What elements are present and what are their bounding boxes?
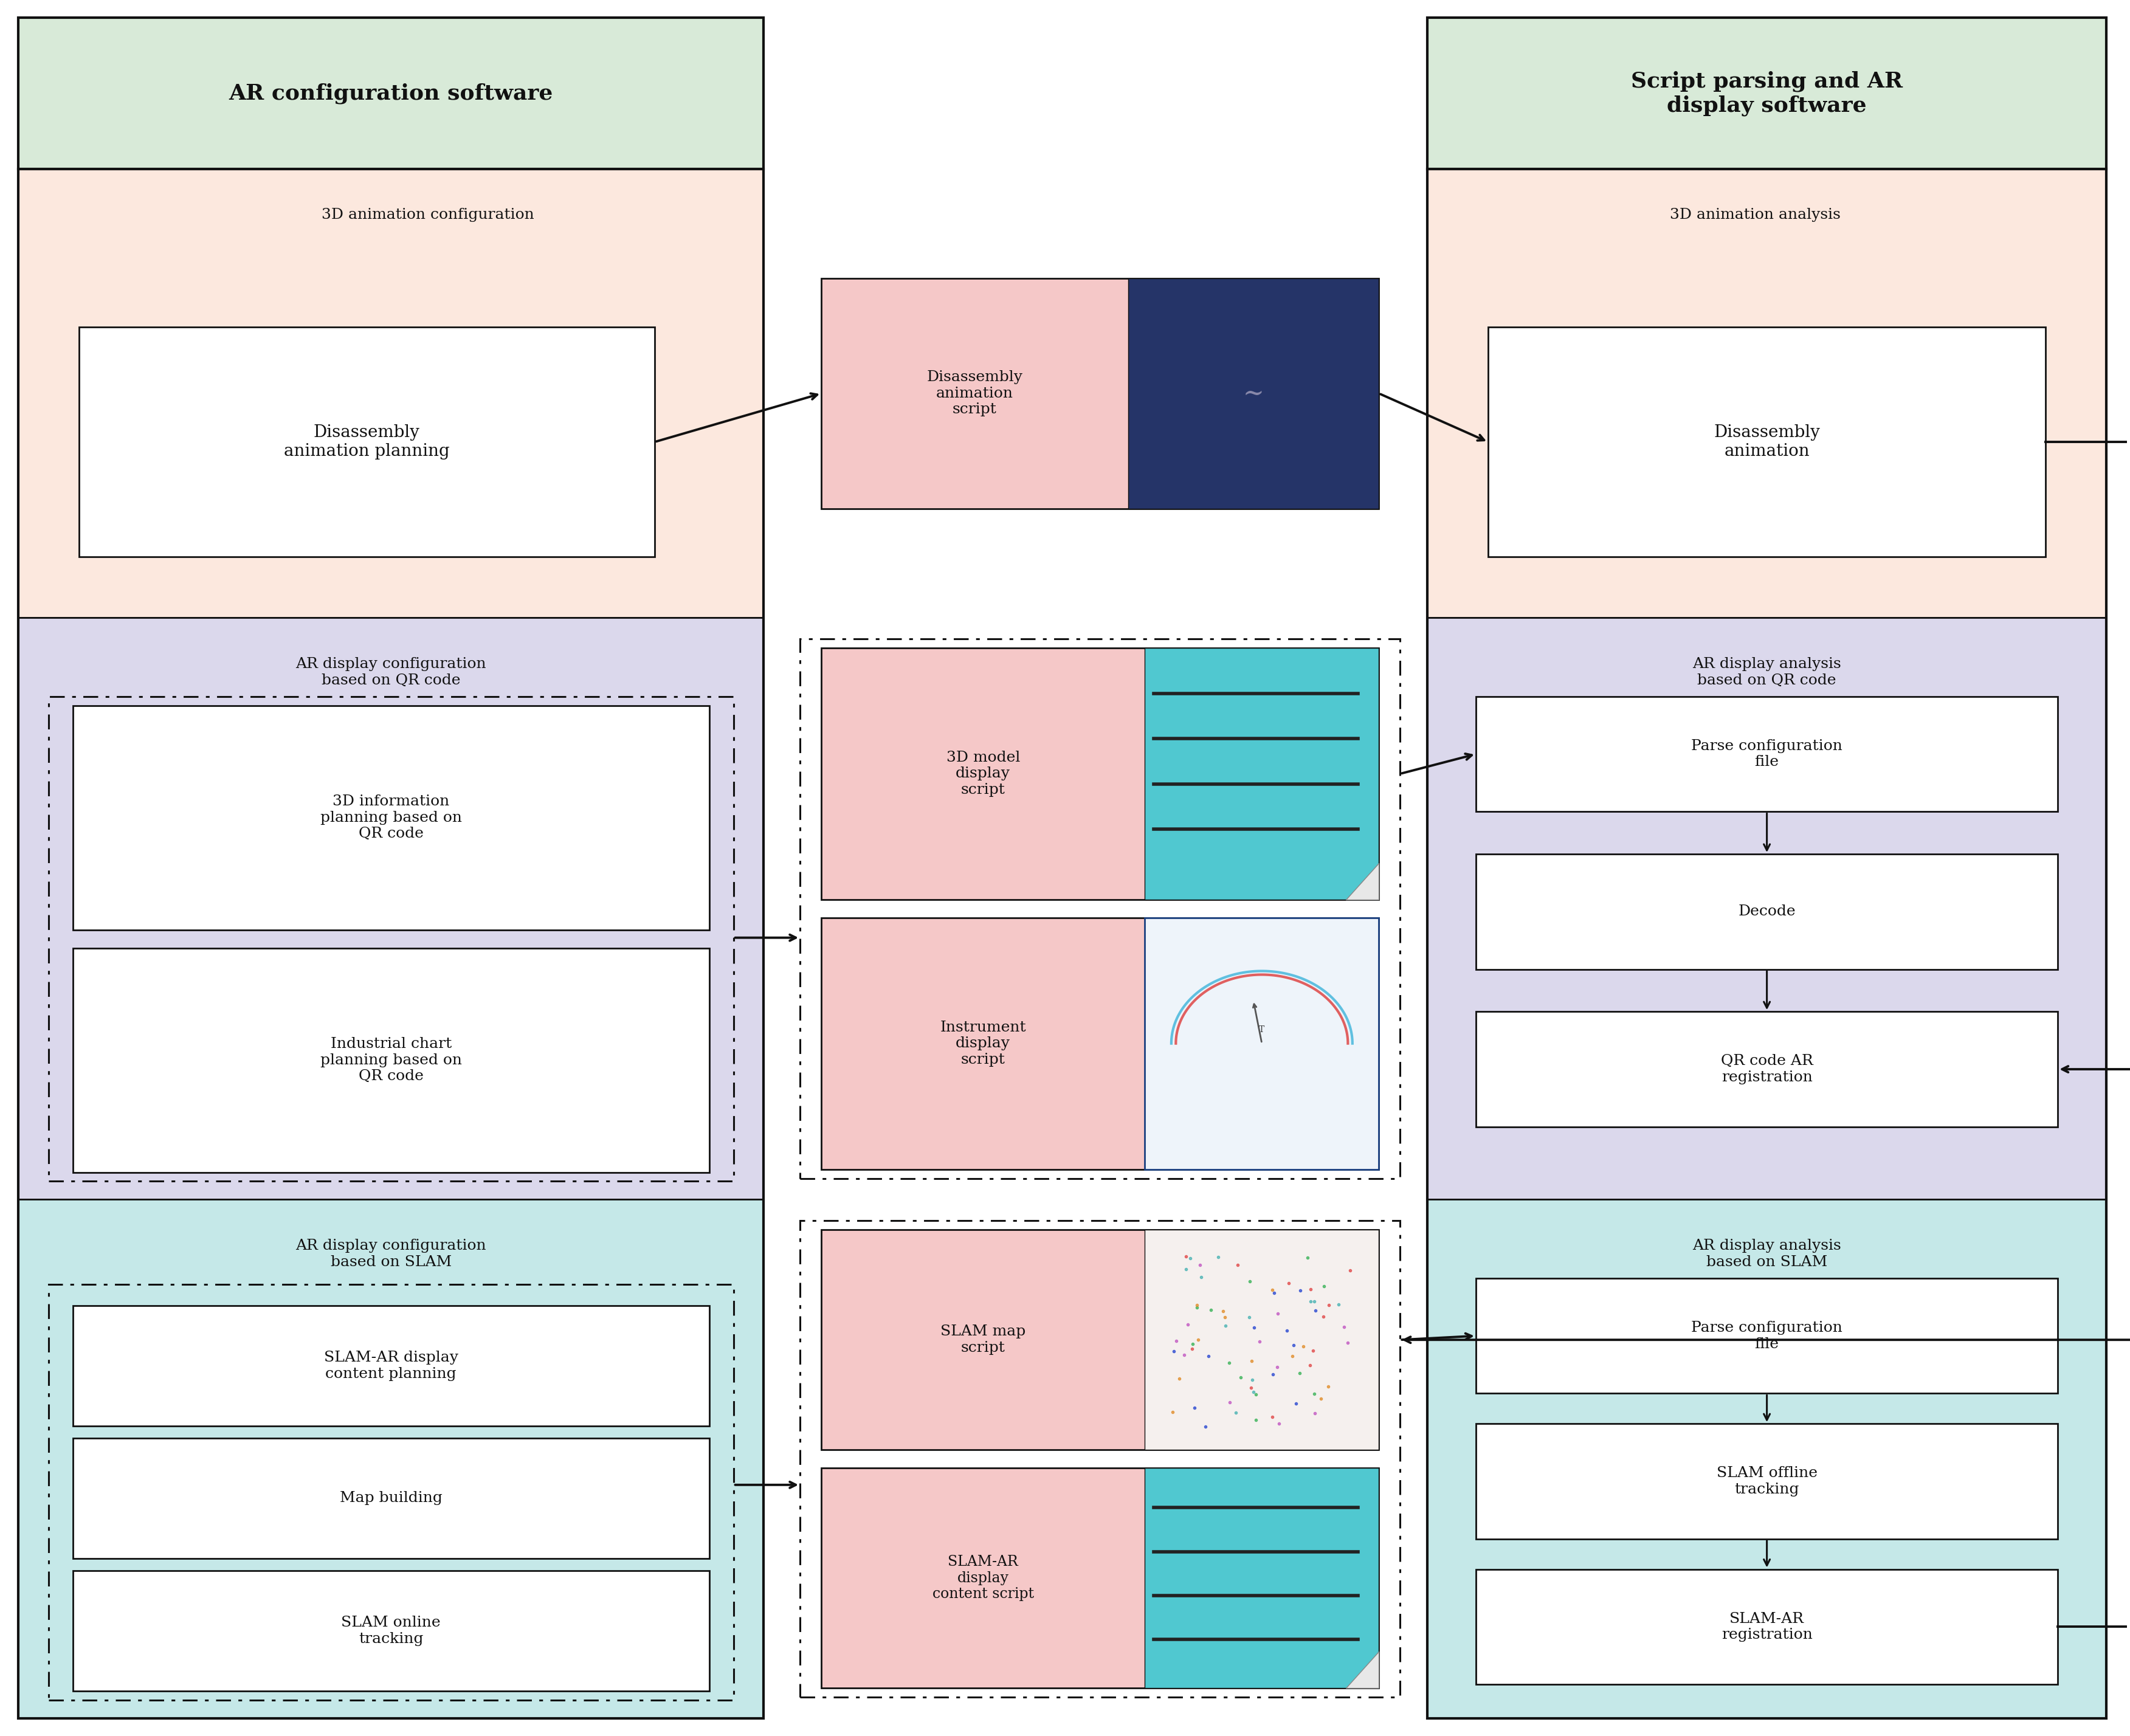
Bar <box>1427 168 2107 618</box>
Text: Disassembly
animation planning: Disassembly animation planning <box>283 424 449 460</box>
Bar <box>1427 1200 2107 1719</box>
Bar <box>1144 918 1378 1170</box>
Bar <box>19 168 765 618</box>
Text: Decode: Decode <box>1738 904 1796 918</box>
Bar <box>1427 168 2107 1719</box>
Text: AR display analysis
based on QR code: AR display analysis based on QR code <box>1693 658 1840 687</box>
Text: SLAM offline
tracking: SLAM offline tracking <box>1717 1467 1817 1496</box>
Bar <box>822 918 1378 1170</box>
Bar <box>72 1571 709 1691</box>
Bar <box>19 1200 765 1719</box>
Bar <box>1476 1569 2058 1684</box>
Bar <box>822 278 1378 509</box>
Bar <box>49 1285 733 1700</box>
Bar <box>1476 1278 2058 1394</box>
Text: Instrument
display
script: Instrument display script <box>939 1021 1027 1066</box>
Text: SLAM-AR
registration: SLAM-AR registration <box>1721 1611 1813 1642</box>
Bar <box>1476 1012 2058 1127</box>
Bar <box>1427 17 2107 168</box>
Bar <box>1129 278 1378 509</box>
Bar <box>19 618 765 1200</box>
Text: SLAM-AR
display
content script: SLAM-AR display content script <box>933 1555 1033 1601</box>
Bar <box>19 17 765 168</box>
Text: Map building: Map building <box>339 1491 443 1505</box>
Bar <box>1427 618 2107 1200</box>
Polygon shape <box>1346 863 1378 899</box>
Bar <box>49 696 733 1180</box>
Text: 3D information
planning based on
QR code: 3D information planning based on QR code <box>320 795 462 840</box>
Text: Disassembly
animation
script: Disassembly animation script <box>927 370 1022 417</box>
Text: AR display configuration
based on SLAM: AR display configuration based on SLAM <box>296 1240 486 1269</box>
Bar <box>801 1220 1399 1698</box>
Bar <box>72 948 709 1172</box>
Text: 3D animation configuration: 3D animation configuration <box>322 208 535 222</box>
Text: Parse configuration
file: Parse configuration file <box>1691 740 1842 769</box>
Bar <box>1476 1424 2058 1538</box>
Bar <box>1476 854 2058 969</box>
Text: SLAM online
tracking: SLAM online tracking <box>341 1616 441 1646</box>
Bar <box>822 1469 1378 1687</box>
Bar <box>72 1437 709 1559</box>
Text: 3D model
display
script: 3D model display script <box>946 750 1020 797</box>
Text: 3D animation analysis: 3D animation analysis <box>1670 208 1840 222</box>
Text: Industrial chart
planning based on
QR code: Industrial chart planning based on QR co… <box>320 1036 462 1083</box>
Text: AR display configuration
based on QR code: AR display configuration based on QR cod… <box>296 658 486 687</box>
Text: ~: ~ <box>1244 380 1263 406</box>
Text: QR code AR
registration: QR code AR registration <box>1721 1054 1813 1085</box>
Text: SLAM-AR display
content planning: SLAM-AR display content planning <box>324 1351 458 1380</box>
Bar <box>72 1305 709 1425</box>
Bar <box>1144 1229 1378 1450</box>
Bar <box>1144 1469 1378 1687</box>
Bar <box>1144 648 1378 899</box>
Bar <box>72 705 709 930</box>
Bar <box>822 1229 1378 1450</box>
Bar <box>1476 696 2058 812</box>
Bar <box>19 168 765 1719</box>
Bar <box>1489 326 2045 557</box>
Text: AR configuration software: AR configuration software <box>228 83 554 104</box>
Bar <box>79 326 654 557</box>
Bar <box>801 639 1399 1179</box>
Text: Parse configuration
file: Parse configuration file <box>1691 1321 1842 1351</box>
Bar <box>822 648 1378 899</box>
Text: Script parsing and AR
display software: Script parsing and AR display software <box>1632 71 1902 116</box>
Text: AR display analysis
based on SLAM: AR display analysis based on SLAM <box>1693 1240 1840 1269</box>
Polygon shape <box>1346 1651 1378 1687</box>
Text: SLAM map
script: SLAM map script <box>941 1325 1027 1354</box>
Text: Disassembly
animation: Disassembly animation <box>1715 424 1819 460</box>
Text: T: T <box>1259 1026 1265 1035</box>
